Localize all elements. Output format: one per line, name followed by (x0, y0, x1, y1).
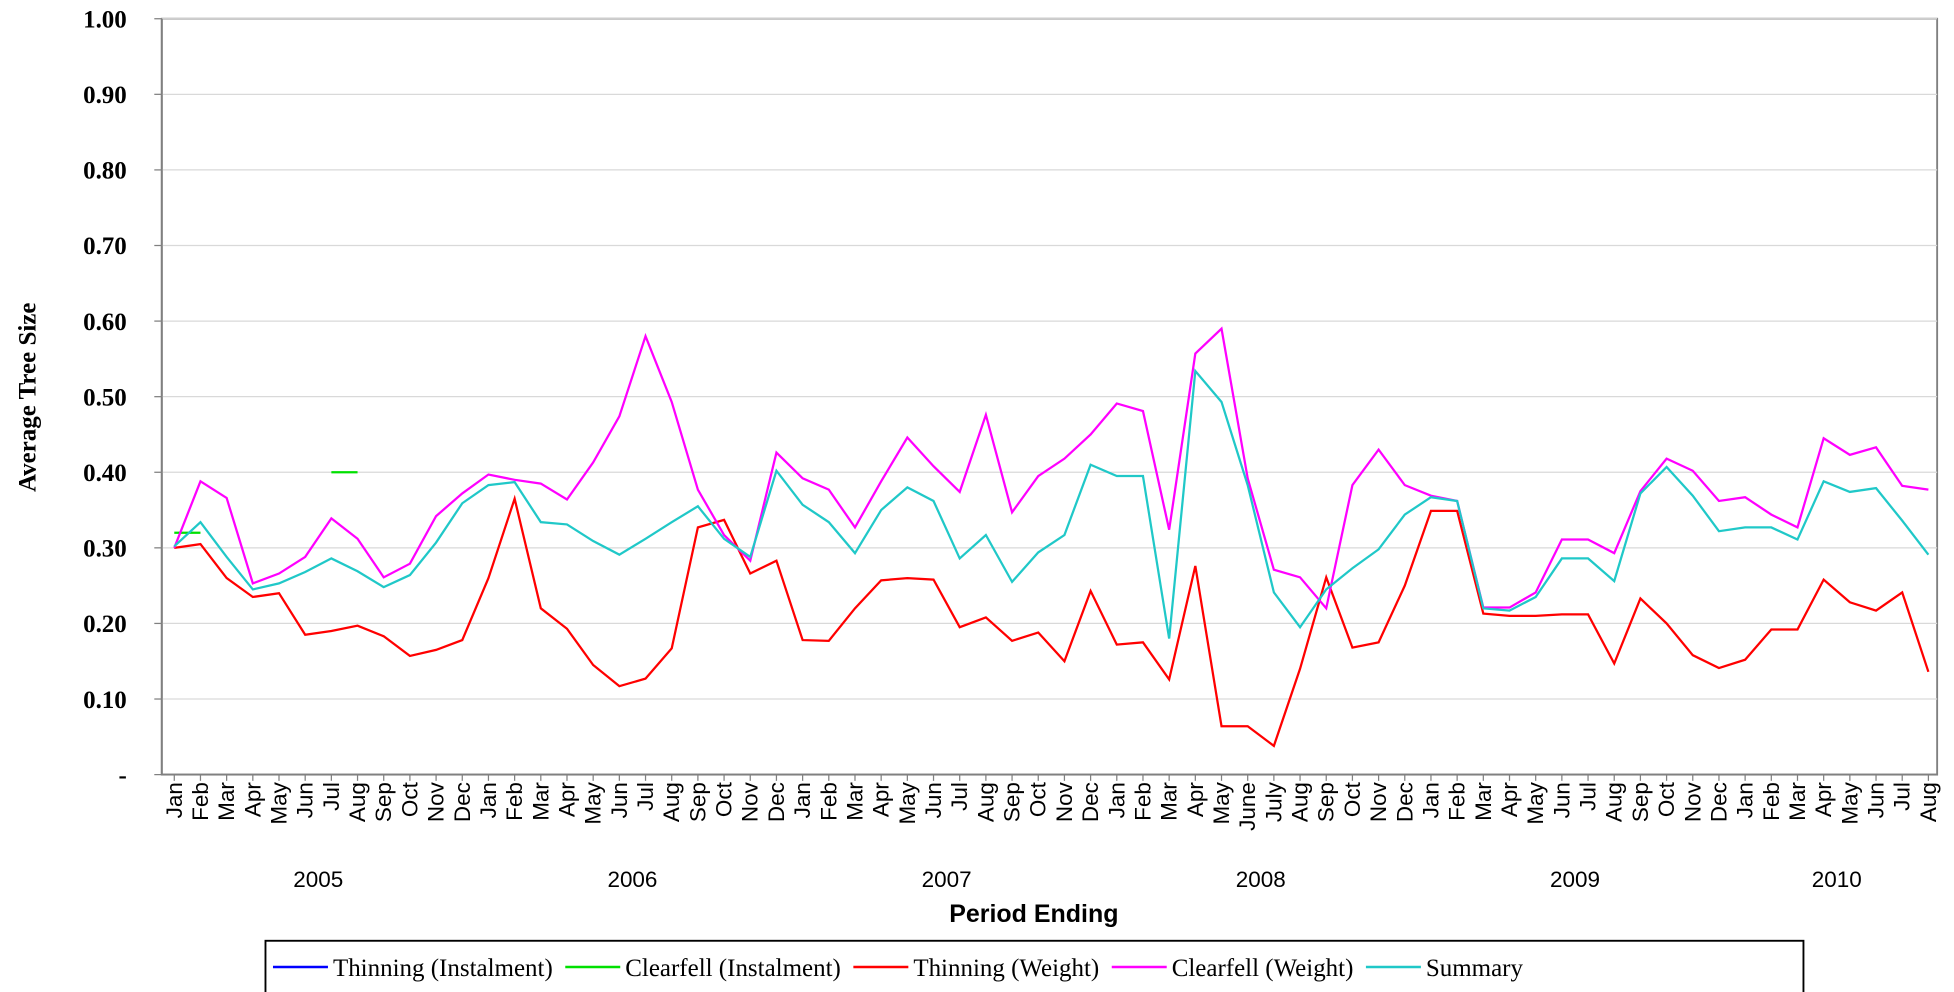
x-tick-label: Jun (1864, 782, 1889, 818)
x-tick-label: Apr (869, 782, 894, 817)
x-tick-label: Oct (397, 781, 422, 817)
x-tick-label: June (1235, 782, 1260, 831)
x-tick-label: Aug (659, 782, 684, 822)
x-tick-label: May (266, 781, 291, 824)
x-tick-label: Feb (1445, 782, 1470, 821)
x-tick-label: Oct (1654, 781, 1679, 817)
series-line (174, 494, 1930, 748)
x-tick-label: Jan (476, 782, 501, 818)
x-tick-label: Dec (450, 782, 475, 822)
y-tick-label: 0.30 (83, 536, 127, 563)
x-tick-label: Mar (1785, 782, 1810, 821)
series-line (173, 326, 1929, 611)
legend-label: Clearfell (Weight) (1172, 955, 1354, 982)
x-tick-label: Oct (1026, 781, 1051, 817)
x-tick-label: Sep (1628, 782, 1653, 822)
legend-label: Clearfell (Instalment) (625, 955, 841, 982)
y-axis-title: Average Tree Size (15, 303, 42, 493)
year-label: 2009 (1550, 867, 1600, 892)
x-tick-label: Mar (214, 782, 239, 821)
x-tick-label: May (581, 781, 606, 824)
x-tick-label: Jul (319, 782, 344, 811)
year-label: 2006 (607, 867, 657, 892)
x-tick-label: Jun (293, 782, 318, 818)
x-tick-label: Jul (947, 782, 972, 811)
x-tick-label: Aug (1916, 782, 1941, 822)
x-tick-label: Mar (1157, 782, 1182, 821)
x-tick-label: Jun (921, 782, 946, 818)
x-tick-label: Aug (973, 782, 998, 822)
y-tick-label: 1.00 (83, 6, 127, 33)
x-tick-label: Oct (712, 781, 737, 817)
x-tick-label: Mar (1471, 782, 1496, 821)
x-tick-label: May (895, 781, 920, 824)
x-tick-label: Jun (1549, 782, 1574, 818)
y-tick-label: 0.20 (83, 611, 127, 638)
x-tick-label: Jun (607, 782, 632, 818)
x-tick-label: Feb (502, 782, 527, 821)
x-tick-label: Apr (1497, 782, 1522, 817)
x-tick-label: Apr (1183, 782, 1208, 817)
x-tick-label: Jul (1890, 782, 1915, 811)
x-tick-label: Feb (816, 782, 841, 821)
x-tick-label: Sep (371, 782, 396, 822)
x-tick-label: Jan (790, 782, 815, 818)
y-tick-label: 0.70 (83, 233, 127, 260)
x-tick-label: Apr (1811, 782, 1836, 817)
x-tick-label: Nov (1052, 781, 1077, 822)
x-tick-label: Dec (764, 782, 789, 822)
x-tick-label: Jul (1576, 782, 1601, 811)
x-tick-label: Apr (554, 782, 579, 817)
x-tick-label: Nov (424, 781, 449, 822)
year-label: 2010 (1812, 867, 1862, 892)
y-tick-label: 0.60 (83, 309, 127, 336)
year-label: 2007 (922, 867, 972, 892)
x-tick-label: Sep (1000, 782, 1025, 822)
x-tick-label: Dec (1392, 782, 1417, 822)
y-tick-label: - (118, 762, 126, 789)
year-label: 2008 (1236, 867, 1286, 892)
legend-box (264, 939, 1805, 992)
legend-label: Summary (1426, 955, 1524, 982)
x-tick-label: Nov (1680, 781, 1705, 822)
y-tick-label: 0.90 (83, 82, 127, 109)
legend-label: Thinning (Weight) (913, 955, 1099, 982)
x-tick-label: Dec (1706, 782, 1731, 822)
x-tick-label: Aug (1602, 782, 1627, 822)
x-tick-label: Feb (1130, 782, 1155, 821)
x-tick-label: Jan (162, 782, 187, 818)
y-tick-label: 0.40 (83, 460, 127, 487)
legend-label: Thinning (Instalment) (333, 955, 553, 982)
x-tick-label: Mar (842, 782, 867, 821)
x-tick-label: Nov (1366, 781, 1391, 822)
x-tick-label: July (1261, 781, 1286, 822)
x-tick-label: May (1209, 781, 1234, 824)
y-tick-label: 0.80 (83, 158, 127, 185)
x-tick-label: Mar (528, 782, 553, 821)
x-tick-label: Jan (1418, 782, 1443, 818)
y-tick-label: 0.50 (83, 384, 127, 411)
x-tick-label: Dec (1078, 782, 1103, 822)
x-tick-label: Sep (685, 782, 710, 822)
x-tick-label: Apr (240, 782, 265, 817)
x-tick-label: Jan (1104, 782, 1129, 818)
x-tick-label: Oct (1340, 781, 1365, 817)
x-tick-label: Aug (1288, 782, 1313, 822)
x-tick-label: Sep (1314, 782, 1339, 822)
y-tick-label: 0.10 (83, 687, 127, 714)
x-tick-label: Jan (1733, 782, 1758, 818)
x-tick-label: Feb (188, 782, 213, 821)
year-label: 2005 (293, 867, 343, 892)
x-tick-label: May (1837, 781, 1862, 824)
x-tick-label: Feb (1759, 782, 1784, 821)
x-tick-label: Jul (633, 782, 658, 811)
x-axis-title: Period Ending (949, 900, 1118, 928)
x-tick-label: May (1523, 781, 1548, 824)
series-line (173, 368, 1930, 639)
x-tick-label: Nov (738, 781, 763, 822)
x-tick-label: Aug (345, 782, 370, 822)
